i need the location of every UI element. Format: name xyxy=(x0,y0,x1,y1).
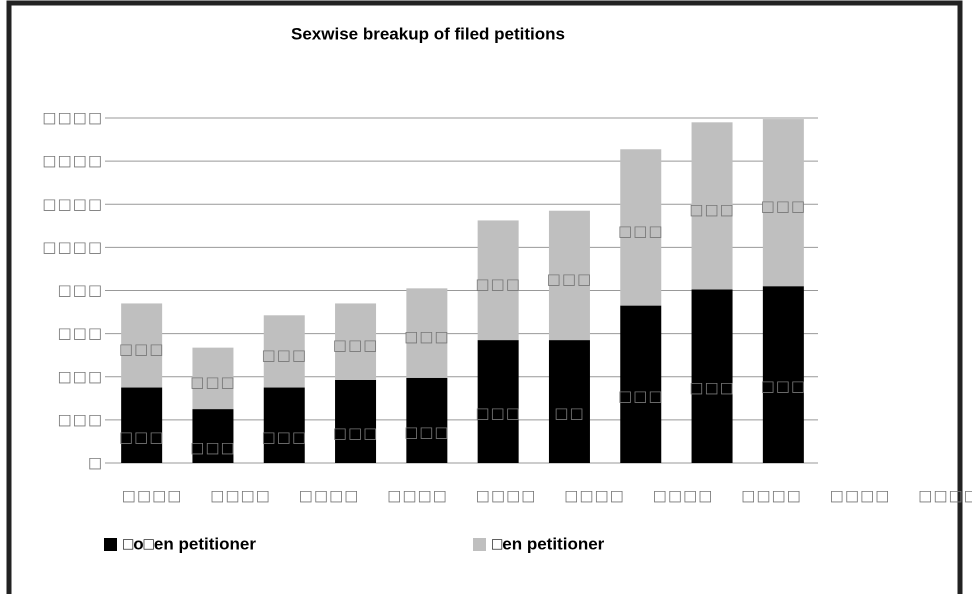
data-label: □□□ xyxy=(333,424,379,442)
data-label: □□□ xyxy=(689,379,735,397)
bar-segment xyxy=(406,377,448,463)
y-tick-label: □□□□ xyxy=(42,152,103,170)
bar-segment xyxy=(335,303,377,380)
y-tick-label: □□□□ xyxy=(42,109,103,127)
x-tick-label: □□□□ xyxy=(122,487,183,505)
data-label: □□□ xyxy=(261,346,307,364)
data-label: □□□ xyxy=(618,222,664,240)
y-tick-label: □□□ xyxy=(57,281,103,299)
bar-segment xyxy=(762,119,804,287)
x-tick-label: □□□□ xyxy=(918,487,972,505)
bar-segment xyxy=(548,340,590,463)
data-label: □□□ xyxy=(119,428,165,446)
bar-segment xyxy=(477,220,519,341)
bar-segment xyxy=(192,409,234,463)
data-label: □□□ xyxy=(475,404,521,422)
data-label: □□□ xyxy=(618,387,664,405)
x-tick-label: □□□□ xyxy=(564,487,625,505)
x-tick-label: □□□□ xyxy=(741,487,802,505)
data-label: □□□ xyxy=(547,270,593,288)
x-tick-label: □□□□ xyxy=(299,487,360,505)
data-label: □□ xyxy=(554,404,584,422)
bar-segment xyxy=(121,303,163,388)
legend-label: □o□en petitioner xyxy=(123,534,256,553)
bar-segment xyxy=(121,387,163,463)
bar-segment xyxy=(263,315,305,388)
y-tick-label: □□□□ xyxy=(42,238,103,256)
bar-segment xyxy=(620,149,662,306)
bar-segment xyxy=(548,210,590,341)
y-tick-label: □□□ xyxy=(57,410,103,428)
data-label: □□□ xyxy=(119,340,165,358)
data-label: □□□ xyxy=(475,275,521,293)
data-label: □□□ xyxy=(761,197,807,215)
x-tick-label: □□□□ xyxy=(830,487,891,505)
bar-segment xyxy=(620,305,662,463)
data-label: □□□ xyxy=(261,428,307,446)
legend-swatch xyxy=(473,538,486,551)
data-label: □□□ xyxy=(404,328,450,346)
x-tick-label: □□□□ xyxy=(653,487,714,505)
y-tick-label: □□□ xyxy=(57,324,103,342)
bar-segment xyxy=(477,340,519,463)
x-tick-label: □□□□ xyxy=(387,487,448,505)
x-tick-label: □□□□ xyxy=(476,487,537,505)
frame xyxy=(6,0,963,599)
chart-title: Sexwise breakup of filed petitions xyxy=(291,24,565,43)
bar-segment xyxy=(192,347,234,410)
data-label: □□□ xyxy=(190,439,236,457)
bar-segment xyxy=(263,387,305,463)
y-tick-label: □□□ xyxy=(57,367,103,385)
data-label: □□□ xyxy=(404,423,450,441)
bar-segment xyxy=(691,122,733,290)
bar-segment xyxy=(691,289,733,463)
data-label: □□□ xyxy=(333,336,379,354)
data-label: □□□ xyxy=(190,373,236,391)
data-label: □□□ xyxy=(689,200,735,218)
legend-swatch xyxy=(104,538,117,551)
bar-segment xyxy=(335,379,377,463)
y-tick-label: □□□□ xyxy=(42,195,103,213)
x-tick-label: □□□□ xyxy=(210,487,271,505)
legend-label: □en petitioner xyxy=(492,534,605,553)
bar-segment xyxy=(406,288,448,378)
bar-segment xyxy=(762,286,804,463)
y-tick-label: □ xyxy=(88,454,103,472)
data-label: □□□ xyxy=(761,377,807,395)
